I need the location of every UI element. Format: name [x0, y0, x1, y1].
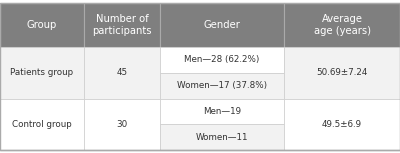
Text: Control group: Control group: [12, 120, 72, 129]
Bar: [160, 73, 284, 99]
Bar: [160, 124, 284, 150]
Text: Group: Group: [27, 20, 57, 30]
Text: 45: 45: [116, 68, 128, 77]
Bar: [284, 99, 400, 150]
Text: Number of
participants: Number of participants: [92, 14, 152, 36]
Bar: [0, 99, 84, 150]
Text: Patients group: Patients group: [10, 68, 74, 77]
Text: 50.69±7.24: 50.69±7.24: [316, 68, 368, 77]
Bar: [284, 3, 400, 47]
Text: 49.5±6.9: 49.5±6.9: [322, 120, 362, 129]
Bar: [0, 47, 84, 99]
Bar: [160, 47, 284, 73]
Bar: [160, 3, 284, 47]
Text: 30: 30: [116, 120, 128, 129]
Bar: [84, 47, 160, 99]
Text: Men—19: Men—19: [203, 107, 241, 116]
Text: Average
age (years): Average age (years): [314, 14, 370, 36]
Text: Gender: Gender: [204, 20, 240, 30]
Bar: [160, 99, 284, 124]
Text: Women—11: Women—11: [196, 133, 248, 142]
Bar: [284, 47, 400, 99]
Text: Men—28 (62.2%): Men—28 (62.2%): [184, 56, 260, 64]
Bar: [0, 3, 84, 47]
Bar: [84, 99, 160, 150]
Bar: [84, 3, 160, 47]
Text: Women—17 (37.8%): Women—17 (37.8%): [177, 81, 267, 90]
